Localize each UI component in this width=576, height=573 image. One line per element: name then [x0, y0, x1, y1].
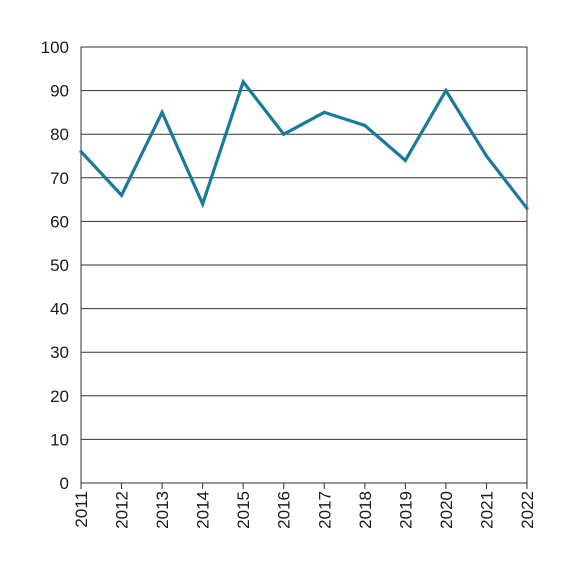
x-tick-label: 2022: [518, 491, 537, 529]
data-point-2011: [79, 150, 83, 154]
y-tick-label: 70: [50, 169, 69, 188]
series-layer: [79, 78, 529, 210]
y-tick-label: 40: [50, 300, 69, 319]
x-tick-label: 2017: [315, 491, 334, 529]
data-point-2015: [241, 80, 245, 84]
data-point-2018: [363, 123, 367, 128]
data-point-2013: [160, 110, 164, 114]
x-tick-label: 2021: [477, 491, 496, 529]
x-tick-label: 2013: [153, 491, 172, 529]
y-tick-label: 0: [60, 474, 69, 493]
y-tick-label: 90: [50, 82, 69, 101]
data-point-2017: [322, 110, 326, 114]
x-tick-label: 2020: [437, 491, 456, 529]
data-point-2012: [119, 193, 124, 197]
data-point-2021: [484, 154, 489, 158]
data-point-2020: [444, 89, 448, 93]
data-point-2019: [403, 158, 407, 162]
x-tick-label: 2016: [275, 491, 294, 529]
plot-frame: [80, 46, 528, 484]
y-tick-label: 50: [50, 256, 69, 275]
y-tick-label: 30: [50, 343, 69, 362]
y-tick-label: 80: [50, 125, 69, 144]
y-tick-label: 20: [50, 387, 69, 406]
x-tick-label: 2014: [194, 491, 213, 529]
y-tick-label: 10: [50, 430, 69, 449]
x-tick-label: 2015: [234, 491, 253, 529]
x-tick-label: 2018: [356, 491, 375, 529]
x-tick-label: 2011: [72, 491, 91, 528]
x-tick-label: 2012: [113, 491, 132, 529]
x-tick-label: 2019: [396, 491, 415, 529]
grid-layer: [80, 46, 528, 484]
data-point-2016: [282, 132, 286, 136]
data-point-2014: [201, 202, 205, 206]
series-line-0: [79, 78, 529, 210]
data-point-2022: [525, 206, 529, 210]
y-tick-label: 60: [50, 212, 69, 231]
axis-layer: 0 10 20 30 40 50 60 70 80 90 100 2011 2012 2013 2014 20…: [41, 38, 537, 529]
y-tick-label: 100: [41, 38, 69, 57]
